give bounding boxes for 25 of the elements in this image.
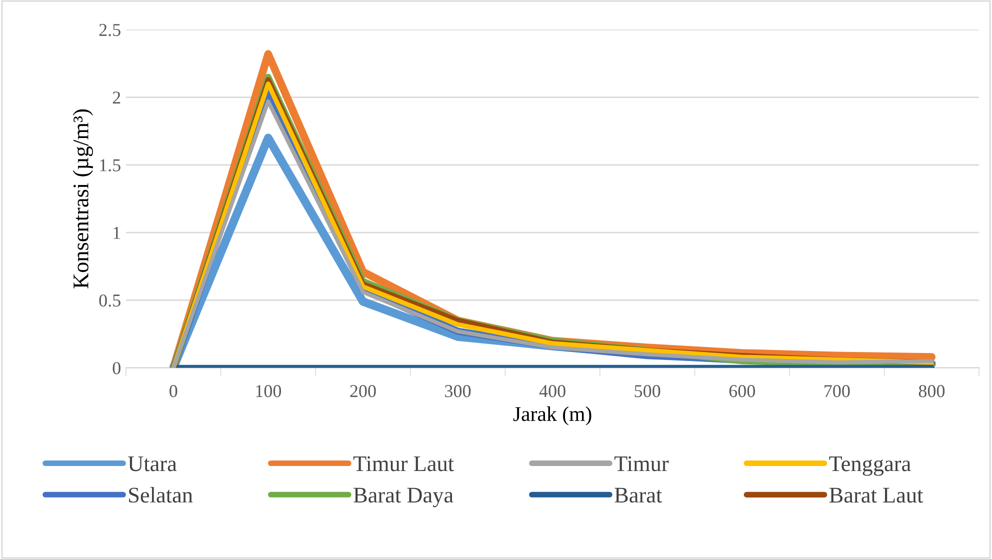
x-axis-title: Jarak (m) [513,406,592,426]
legend-label: Barat [614,488,662,503]
y-tick-label: 2 [112,92,120,104]
legend-label: Selatan [129,486,193,503]
x-tick-label: 500 [634,385,660,398]
x-tick-label: 400 [539,385,566,398]
legend-label: Tenggara [829,456,911,476]
y-tick-label: 2.5 [99,24,120,36]
x-tick-label: 200 [350,385,376,398]
x-tick-label: 800 [918,385,945,398]
x-tick-label: 0 [170,385,178,398]
y-axis-title: Konsentrasi (µg/m³) [72,109,93,288]
y-tick-label: 1.5 [100,159,120,172]
legend-label: Barat Laut [829,488,924,503]
legend-label: Timur Laut [353,456,454,472]
legend-label: Utara [128,456,177,472]
legend-label: Timur [614,456,669,472]
x-tick-label: 700 [824,385,850,398]
x-tick-label: 300 [445,385,471,398]
x-tick-label: 100 [256,385,282,398]
y-tick-label: 0.5 [99,294,120,307]
y-tick-label: 0 [112,362,120,374]
y-tick-label: 1 [114,226,120,239]
legend-label: Barat Daya [354,488,454,508]
x-tick-label: 600 [729,385,755,398]
